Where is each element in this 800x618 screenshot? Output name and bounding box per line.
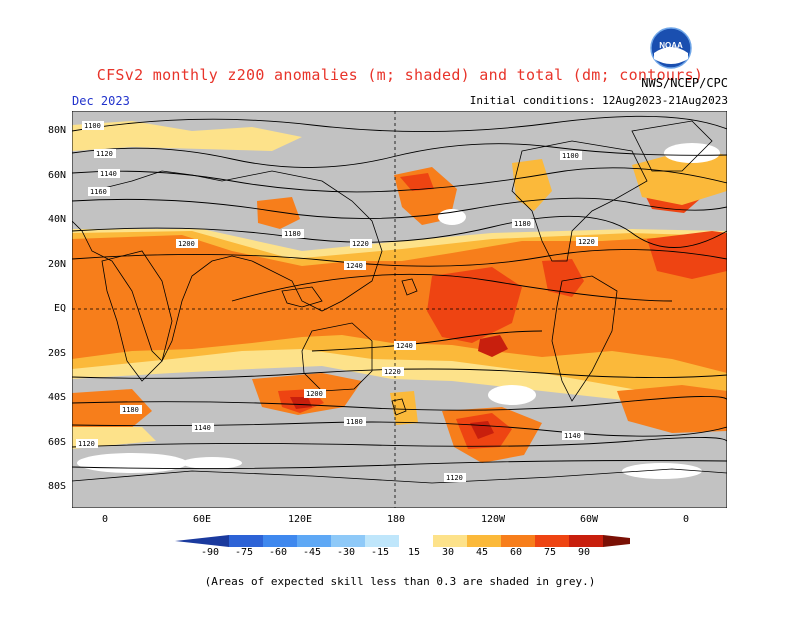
- forecast-month: Dec 2023: [72, 94, 130, 108]
- contour-label: 1220: [384, 368, 401, 376]
- contour-label: 1120: [96, 150, 113, 158]
- lat-label: 20S: [47, 348, 66, 359]
- north-pacific-red: [400, 173, 434, 191]
- chart-title: CFSv2 monthly z200 anomalies (m; shaded)…: [96, 66, 704, 84]
- noaa-logo-text: NOAA: [659, 41, 683, 50]
- lon-label: 60W: [579, 514, 599, 525]
- contour-label: 1180: [346, 418, 363, 426]
- contour-label: 1200: [178, 240, 195, 248]
- contour-label: 1160: [90, 188, 107, 196]
- colorbar-segment: [535, 535, 569, 547]
- noaa-logo: NOAA: [650, 27, 692, 69]
- anomaly-shading: [72, 121, 727, 463]
- lon-label: 60E: [192, 514, 212, 525]
- lat-label: 80N: [47, 125, 66, 136]
- lat-label: 40N: [47, 214, 66, 225]
- lon-label: 180: [386, 514, 406, 525]
- contour-label: 1180: [284, 230, 301, 238]
- arctic-yellow: [72, 121, 302, 151]
- contour-label: 1220: [352, 240, 369, 248]
- nz-yellow: [390, 391, 418, 425]
- colorbar-segment: [467, 535, 501, 547]
- colorbar-segment: [331, 535, 365, 547]
- colorbar-tick: -45: [302, 547, 322, 558]
- contour-label: 1140: [194, 424, 211, 432]
- colorbar-tick: -90: [200, 547, 220, 558]
- colorbar-segment: [603, 535, 630, 547]
- colorbar-tick: -15: [370, 547, 390, 558]
- colorbar-segment: [569, 535, 603, 547]
- contour-label: 1220: [578, 238, 595, 246]
- contour-label: 1120: [446, 474, 463, 482]
- contour-label: 1180: [514, 220, 531, 228]
- agency-label: NWS/NCEP/CPC: [641, 76, 728, 90]
- colorbar-segment: [365, 535, 399, 547]
- lon-label: 120E: [287, 514, 313, 525]
- colorbar-tick: -30: [336, 547, 356, 558]
- colorbar-tick: 60: [509, 547, 523, 558]
- contour-label: 1200: [306, 390, 323, 398]
- colorbar-tick: 15: [407, 547, 421, 558]
- skill-footnote: (Areas of expected skill less than 0.3 a…: [204, 575, 596, 588]
- contour-label: 1100: [562, 152, 579, 160]
- colorbar-tick: 30: [441, 547, 455, 558]
- colorbar-segment: [229, 535, 263, 547]
- lon-label: 0: [682, 514, 690, 525]
- colorbar-segment: [399, 535, 433, 547]
- contour-label: 1140: [100, 170, 117, 178]
- coastlines: [72, 120, 727, 508]
- lat-label: EQ: [53, 303, 66, 314]
- central-pacific-max: [427, 267, 522, 343]
- contour-label: 1180: [122, 406, 139, 414]
- colorbar-tick: -60: [268, 547, 288, 558]
- lat-label: 60S: [47, 437, 66, 448]
- aus-south-dark: [290, 397, 312, 409]
- greenland-yellow: [632, 149, 727, 205]
- colorbar: [175, 535, 630, 547]
- contour-label: 1240: [346, 262, 363, 270]
- colorbar-segment: [501, 535, 535, 547]
- siberia-yellow: [512, 159, 552, 211]
- atlantic-max: [647, 231, 727, 279]
- contour-label: 1120: [78, 440, 95, 448]
- contour-label: 1240: [396, 342, 413, 350]
- lon-label: 120W: [480, 514, 506, 525]
- lat-label: 40S: [47, 392, 66, 403]
- east-pacific-max: [542, 259, 584, 297]
- colorbar-segment: [433, 535, 467, 547]
- contour-label-layer: 1100 1120 1140 1160 1180 1200 1220 1240 …: [76, 121, 598, 482]
- colorbar-tick: 75: [543, 547, 557, 558]
- lat-label: 20N: [47, 259, 66, 270]
- lat-label: 60N: [47, 170, 66, 181]
- colorbar-segment: [175, 535, 229, 547]
- lon-label: 0: [101, 514, 109, 525]
- colorbar-segment: [263, 535, 297, 547]
- colorbar-segment: [297, 535, 331, 547]
- colorbar-tick: 45: [475, 547, 489, 558]
- europe-blob: [257, 197, 300, 229]
- south-pacific-core: [478, 335, 508, 357]
- lat-label: 80S: [47, 481, 66, 492]
- contour-label: 1100: [84, 122, 101, 130]
- colorbar-tick: -75: [234, 547, 254, 558]
- colorbar-tick: 90: [577, 547, 591, 558]
- south-indian-blob: [72, 389, 152, 429]
- height-contours: [72, 115, 727, 470]
- contour-label: 1140: [564, 432, 581, 440]
- south-atlantic-blob: [617, 385, 727, 433]
- anomaly-map: 1100 1120 1140 1160 1180 1200 1220 1240 …: [72, 111, 727, 508]
- initial-conditions: Initial conditions: 12Aug2023-21Aug2023: [469, 94, 728, 107]
